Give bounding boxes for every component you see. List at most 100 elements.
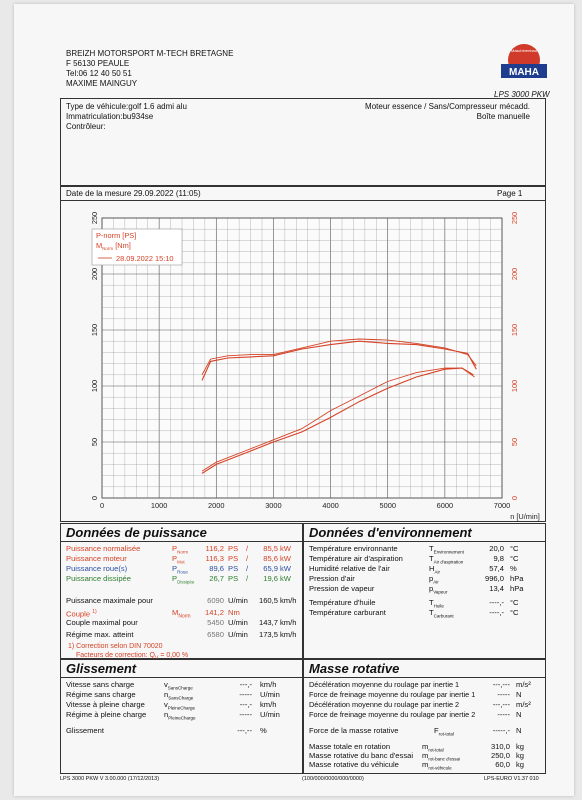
- logo-brand: MAHA: [509, 67, 539, 78]
- chart-box: [60, 186, 546, 522]
- x-tick-label: 2000: [208, 501, 224, 510]
- slip-row-value: ---,-: [239, 700, 252, 709]
- max-power-label: Puissance maximale pour: [66, 596, 153, 605]
- power-row-sep: /: [246, 554, 249, 563]
- env-row-unit: hPa: [510, 584, 524, 593]
- mass-row-value: -----: [497, 710, 510, 719]
- mass-total-value: 250,0: [490, 751, 510, 760]
- slip-row-unit: U/min: [260, 710, 280, 719]
- power-row-ps-unit: PS: [228, 574, 239, 583]
- vehicle-type: Type de véhicule:golf 1.6 admi alu: [66, 102, 187, 111]
- power-title: Données de puissance: [66, 525, 207, 540]
- y-tick-label: 250: [90, 212, 99, 224]
- slip-row-value: -----: [239, 710, 252, 719]
- slip-row-symbol: nSansCharge: [164, 690, 194, 701]
- y2-tick-label: 150: [510, 324, 519, 336]
- power-row-ps: 116,3: [205, 554, 224, 563]
- vehicle-engine: Moteur essence / Sans/Compresseur mécadd…: [365, 102, 530, 111]
- env-row-symbol: TCarburant: [429, 608, 454, 619]
- env-title: Données d'environnement: [309, 525, 472, 540]
- power-row-sep: /: [246, 574, 249, 583]
- correction-note: 1) Correction selon DIN 70020: [68, 643, 163, 650]
- company-name: BREIZH MOTORSPORT M-TECH BRETAGNE: [66, 49, 234, 58]
- report-sheet: BREIZH MOTORSPORT M-TECH BRETAGNE F 5613…: [14, 4, 574, 796]
- power-row-ps-unit: PS: [228, 554, 239, 563]
- mass-total-symbol: mrot-total: [422, 742, 444, 753]
- y2-tick-label: 250: [510, 212, 519, 224]
- logo-model: LPS 3000 PKW: [494, 90, 550, 99]
- power-row-symbol: PMot: [172, 554, 185, 565]
- env-row-label: Température d'huile: [309, 598, 376, 607]
- slip-row-unit: U/min: [260, 690, 280, 699]
- torque-label: Couple 1): [66, 609, 97, 619]
- mass-row-unit: N: [516, 690, 522, 699]
- divider: [60, 200, 546, 201]
- mass-row-label: Décélération moyenne du roulage par iner…: [309, 680, 460, 689]
- max-torque-label: Couple maximal pour: [66, 618, 138, 627]
- y2-tick-label: 50: [510, 438, 519, 446]
- env-row-symbol: HAir: [429, 564, 440, 575]
- legend-date: 28.09.2022 15:10: [116, 254, 174, 263]
- env-row-symbol: TEnvironnement: [429, 544, 464, 555]
- power-row-ps-unit: PS: [228, 544, 239, 553]
- mass-row-unit: m/s²: [516, 680, 531, 689]
- power-row-symbol: PNorm: [172, 544, 189, 555]
- mass-row-value: ---,---: [492, 680, 510, 689]
- mass-total-unit: kg: [516, 751, 525, 760]
- mass-total-label: Masse rotative du véhicule: [309, 760, 399, 769]
- env-row-value: 996,0: [484, 574, 504, 583]
- power-box: [60, 523, 303, 659]
- mass-row-unit: N: [516, 710, 522, 719]
- slip-row-symbol: vPleineCharge: [164, 700, 196, 711]
- mass-total-symbol: mrot-véhicule: [422, 760, 452, 771]
- series-line-1: [201, 367, 475, 472]
- slip-title: Glissement: [66, 661, 137, 676]
- env-row-value: 9,8: [493, 554, 504, 563]
- env-row-unit: °C: [510, 598, 519, 607]
- legend-mnorm: MNorm [Nm]: [96, 241, 131, 251]
- slip-row-label: Régime à pleine charge: [66, 710, 147, 719]
- env-row-unit: °C: [510, 544, 519, 553]
- slip-row-label: Vitesse à pleine charge: [66, 700, 145, 709]
- torque-value: 141,2: [204, 608, 224, 617]
- env-row-value: 20,0: [489, 544, 504, 553]
- correction-factors: Facteurs de correction: QV = 0,00 %: [76, 652, 189, 662]
- power-row-ps: 89,6: [209, 564, 224, 573]
- env-row-unit: °C: [510, 554, 519, 563]
- y2-tick-label: 100: [510, 380, 519, 392]
- logo-top-text: Maschinenbau: [511, 48, 537, 53]
- footer-right: LPS-EURO V1.37 010: [484, 776, 539, 782]
- slip-row-value: ---,-: [239, 680, 252, 689]
- power-row-ps: 116,2: [205, 544, 224, 553]
- glissement-label: Glissement: [66, 726, 104, 735]
- power-row-kw: 65,9: [263, 564, 278, 573]
- env-row-symbol: TAir d'aspiration: [429, 554, 464, 565]
- env-row-label: Température carburant: [309, 608, 386, 617]
- mass-total-label: Masse rotative du banc d'essai: [309, 751, 414, 760]
- power-row-kw-unit: kW: [280, 574, 291, 583]
- slip-row-value: -----: [239, 690, 252, 699]
- y-tick-label: 200: [90, 268, 99, 280]
- power-row-kw: 85,5: [263, 544, 278, 553]
- x-tick-label: 6000: [437, 501, 453, 510]
- mass-row-label: Force de freinage moyenne du roulage par…: [309, 710, 476, 719]
- page-number: Page 1: [497, 189, 523, 198]
- y-tick-label: 150: [90, 324, 99, 336]
- env-row-label: Température air d'aspiration: [309, 554, 403, 563]
- power-row-kw-unit: kW: [280, 564, 291, 573]
- x-tick-label: 4000: [322, 501, 338, 510]
- company-tel: Tel:06 12 40 50 51: [66, 69, 132, 78]
- power-row-ps: 26,7: [209, 574, 224, 583]
- env-row-symbol: pAir: [429, 574, 439, 585]
- vehicle-registration: Immatriculation:bu934se: [66, 112, 154, 121]
- company-contact: MAXIME MAINGUY: [66, 79, 138, 88]
- x-tick-label: 5000: [379, 501, 395, 510]
- footer-left: LPS 3000 PKW V 3.00.000 (17/12/2013): [60, 776, 160, 782]
- env-row-label: Température environnante: [309, 544, 398, 553]
- vehicle-box: [60, 98, 546, 186]
- legend-pnorm: P-norm [PS]: [96, 231, 136, 240]
- env-box: [303, 523, 546, 659]
- x-tick-label: 3000: [265, 501, 281, 510]
- mass-total-unit: kg: [516, 760, 525, 769]
